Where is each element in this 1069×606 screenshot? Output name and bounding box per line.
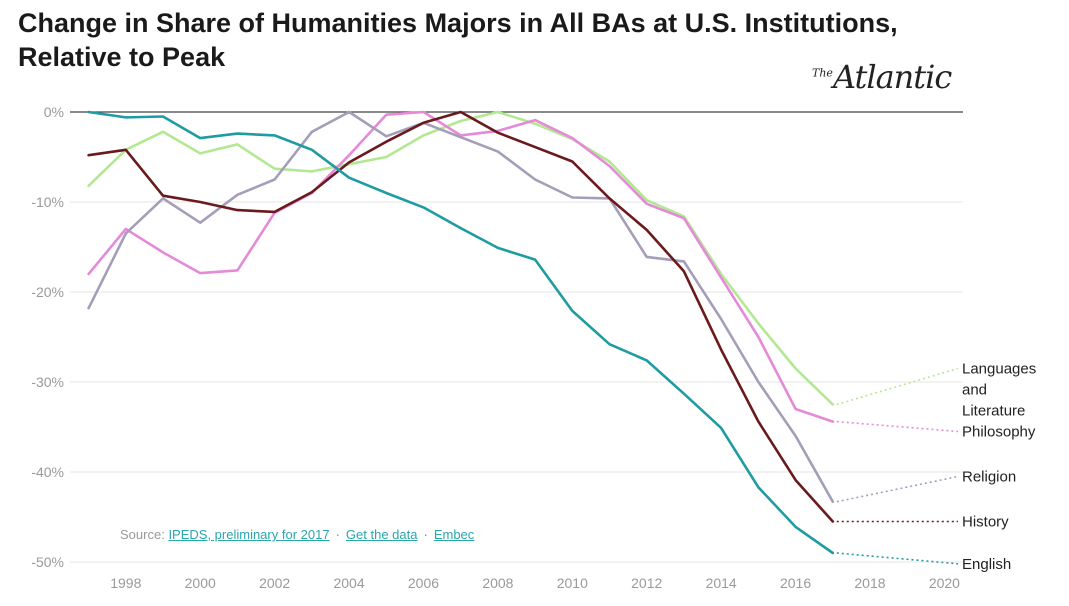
x-tick-label: 2002 [259,575,290,591]
y-tick-label: -50% [31,554,64,570]
x-tick-label: 2004 [333,575,364,591]
separator-dot: · [423,527,428,542]
label-leader-line [836,552,959,565]
label-leader-line [836,367,959,406]
source-prefix: Source: [120,527,165,542]
source-note: Source: IPEDS, preliminary for 2017 · Get … [120,527,474,542]
x-tick-label: 2000 [185,575,216,591]
series-line-religion [87,110,835,504]
series-line-history [87,110,835,523]
embed-link[interactable]: Embec [433,527,475,542]
logo-the: The [812,66,833,80]
y-tick-label: -10% [31,194,64,210]
series-end-label: English [962,556,1011,573]
get-data-link[interactable]: Get the data [345,527,418,542]
series-end-label: Languages [962,361,1036,378]
series-end-label: History [962,514,1009,531]
x-tick-label: 1998 [110,575,141,591]
source-link[interactable]: IPEDS, preliminary for 2017 [168,527,330,542]
chart-title: Change in Share of Humanities Majors in … [18,8,898,72]
y-tick-label: 0% [44,104,64,120]
series-end-label: Literature [962,403,1025,420]
series-lines [87,110,835,555]
x-tick-label: 2010 [557,575,588,591]
label-leader-line [836,420,959,433]
x-tick-label: 2014 [706,575,737,591]
series-end-label: Religion [962,469,1016,486]
x-tick-label: 2006 [408,575,439,591]
gridlines [70,111,963,563]
y-axis-ticks: 0% -10% -20% -30% -40% -50% [31,104,64,570]
y-tick-label: -30% [31,374,64,390]
x-tick-label: 2016 [780,575,811,591]
series-line-languages-and-literature [87,110,835,406]
series-line-english [87,110,835,555]
separator-dot: · [335,527,340,542]
x-tick-label: 2020 [929,575,960,591]
x-tick-label: 2018 [854,575,885,591]
y-tick-label: -40% [31,464,64,480]
series-end-label: Philosophy [962,424,1036,441]
y-tick-label: -20% [31,284,64,300]
atlantic-logo: TheAtlantic [812,58,952,96]
series-line-philosophy [87,110,835,423]
end-labels: Languages and Literature Philosophy Religion… [836,361,1036,573]
logo-text: Atlantic [832,58,952,96]
label-leader-line [836,475,959,503]
series-end-label: and [962,382,987,399]
x-tick-label: 2012 [631,575,662,591]
x-axis-ticks: 1998 2000 2002 2004 2006 2008 2010 2012 2014 2016… [110,575,960,591]
x-tick-label: 2008 [482,575,513,591]
